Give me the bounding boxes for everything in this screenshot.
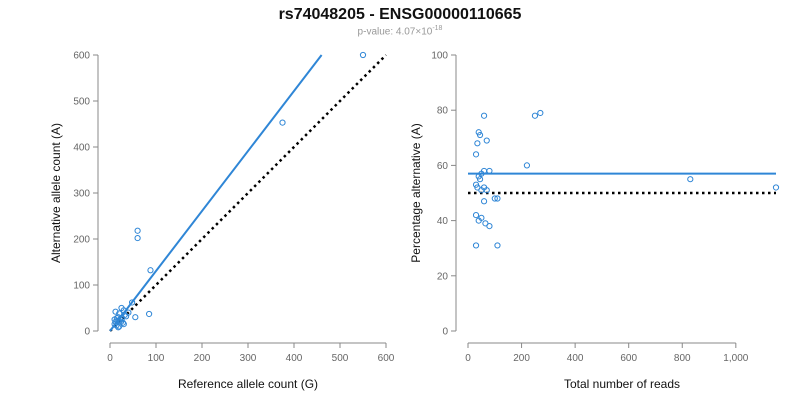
- right-data-point: [523, 162, 531, 169]
- left-data-point: [132, 314, 139, 321]
- left-y-tick-label: 500: [73, 97, 90, 108]
- right-data-point: [472, 211, 480, 219]
- right-y-tick-label: 20: [437, 271, 449, 282]
- pvalue-text: p-value: 4.07×10: [357, 26, 433, 38]
- right-y-tick-label: 60: [437, 161, 449, 172]
- right-x-tick-label: 800: [674, 353, 691, 364]
- right-data-point: [475, 217, 482, 224]
- right-y-tick-label: 100: [431, 51, 448, 62]
- right-data-point: [472, 242, 480, 249]
- left-y-tick-label: 200: [73, 235, 90, 246]
- pvalue-exponent: -18: [432, 25, 443, 32]
- right-data-point: [687, 176, 694, 183]
- left-data-point: [118, 315, 126, 322]
- right-y-tick-label: 80: [437, 106, 449, 117]
- left-y-tick-label: 600: [73, 51, 90, 62]
- right-x-tick-label: 400: [567, 353, 584, 364]
- left-data-point: [112, 308, 119, 315]
- left-y-tick-label: 300: [73, 189, 90, 200]
- left-x-tick-label: 100: [148, 353, 165, 364]
- right-data-point: [537, 109, 544, 117]
- right-data-point: [480, 112, 488, 119]
- right-data-point: [472, 151, 480, 158]
- left-y-tick-label: 0: [84, 327, 90, 338]
- chart-title: rs74048205 - ENSG00000110665: [278, 6, 522, 23]
- right-data-point: [486, 167, 493, 175]
- right-data-point: [476, 176, 484, 183]
- right-x-tick-label: 1,000: [723, 353, 748, 364]
- left-fit-line: [109, 54, 323, 332]
- right-data-point: [494, 242, 501, 249]
- right-data-point: [486, 223, 493, 230]
- right-data-point: [531, 112, 539, 119]
- right-data-point: [476, 131, 484, 139]
- right-x-tick-label: 200: [513, 353, 530, 364]
- left-x-tick-label: 500: [332, 353, 349, 364]
- left-data-point: [146, 310, 153, 318]
- right-data-point: [494, 195, 501, 202]
- right-data-point: [491, 195, 498, 202]
- right-y-axis-title: Percentage alternative (A): [409, 123, 423, 262]
- right-data-point: [474, 140, 481, 147]
- left-x-tick-label: 200: [194, 353, 211, 364]
- left-reference-line: [109, 54, 387, 332]
- right-data-point: [482, 220, 489, 227]
- left-y-axis-title: Alternative allele count (A): [49, 123, 63, 263]
- left-y-tick-label: 400: [73, 143, 90, 154]
- left-data-point: [120, 321, 127, 328]
- right-x-tick-label: 600: [620, 353, 637, 364]
- right-data-point: [772, 184, 780, 191]
- right-data-point: [483, 187, 490, 194]
- left-x-tick-label: 300: [240, 353, 257, 364]
- left-data-point: [118, 304, 125, 312]
- right-x-tick-label: 0: [465, 353, 471, 364]
- left-data-point: [111, 316, 118, 323]
- left-y-tick-label: 100: [73, 281, 90, 292]
- left-x-tick-label: 600: [378, 353, 395, 364]
- chart-subtitle: p-value: 4.07×10-18: [0, 25, 800, 37]
- right-data-point: [480, 198, 488, 205]
- left-data-point: [134, 227, 141, 234]
- left-data-point: [128, 299, 136, 306]
- left-x-tick-label: 400: [286, 353, 303, 364]
- left-data-point: [359, 51, 367, 59]
- left-x-axis-title: Reference allele count (G): [178, 377, 318, 391]
- right-data-point: [478, 170, 485, 177]
- left-data-point: [279, 119, 286, 126]
- left-x-tick-label: 0: [107, 353, 113, 364]
- left-data-point: [147, 267, 154, 274]
- right-x-axis-title: Total number of reads: [564, 377, 680, 391]
- left-data-point: [115, 324, 122, 331]
- right-y-tick-label: 40: [437, 216, 449, 227]
- right-y-tick-label: 0: [442, 327, 448, 338]
- right-data-point: [483, 137, 490, 144]
- right-data-point: [474, 184, 481, 191]
- left-data-point: [134, 234, 141, 242]
